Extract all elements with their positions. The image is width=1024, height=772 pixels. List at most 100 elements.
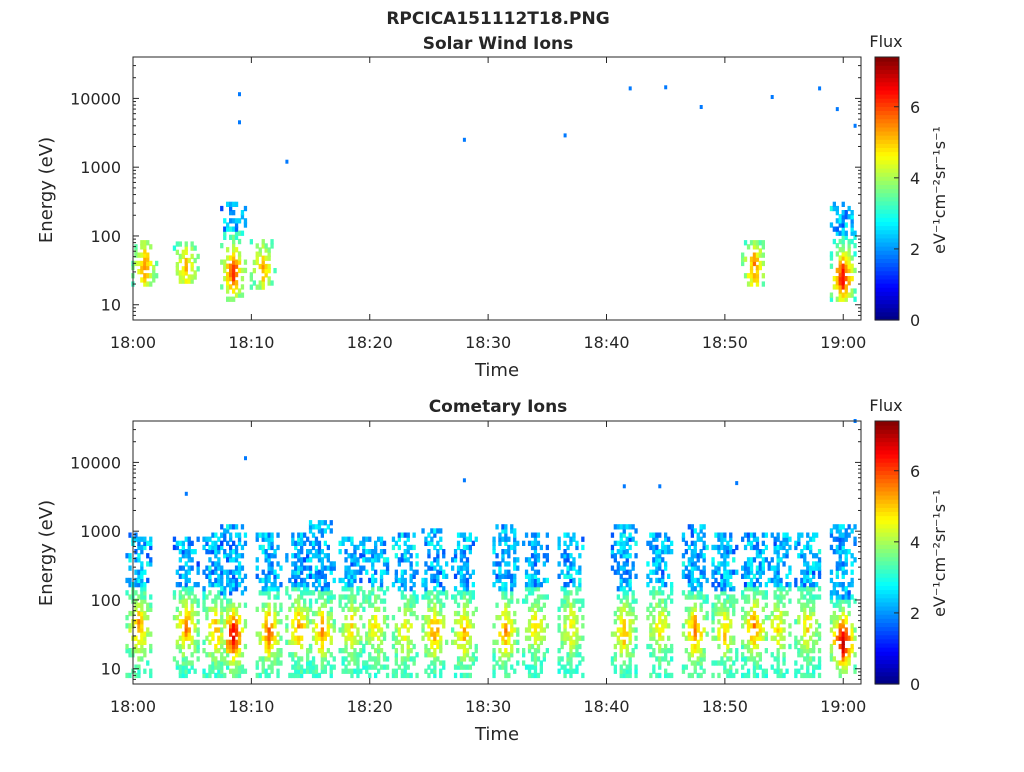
heatmap-cell bbox=[406, 544, 410, 551]
heatmap-cell bbox=[344, 668, 348, 674]
heatmap-cell bbox=[616, 606, 620, 612]
heatmap-cell bbox=[699, 536, 703, 542]
heatmap-cell bbox=[770, 557, 774, 563]
heatmap-cell bbox=[344, 615, 348, 621]
heatmap-cell bbox=[196, 610, 200, 617]
data-point bbox=[699, 105, 703, 109]
heatmap-cell bbox=[465, 652, 470, 658]
heatmap-cell bbox=[237, 664, 242, 670]
heatmap-cell bbox=[693, 664, 697, 670]
heatmap-cell bbox=[311, 582, 316, 588]
heatmap-cell bbox=[729, 569, 733, 575]
heatmap-cell bbox=[329, 598, 333, 604]
heatmap-cell bbox=[563, 623, 567, 629]
heatmap-cell bbox=[442, 619, 446, 625]
heatmap-cell bbox=[341, 540, 345, 546]
heatmap-cell bbox=[622, 528, 626, 534]
heatmap-cell bbox=[211, 569, 215, 575]
heatmap-cell bbox=[504, 652, 508, 658]
heatmap-cell bbox=[687, 594, 691, 600]
heatmap-cell bbox=[853, 267, 857, 274]
heatmap-cell bbox=[755, 240, 760, 246]
heatmap-cell bbox=[536, 635, 541, 641]
heatmap-cell bbox=[397, 557, 401, 563]
colorbar-band bbox=[875, 311, 899, 317]
heatmap-cell bbox=[504, 594, 508, 600]
heatmap-cell bbox=[187, 660, 191, 666]
heatmap-cell bbox=[841, 643, 845, 650]
heatmap-cell bbox=[853, 230, 857, 236]
heatmap-cell bbox=[841, 243, 845, 249]
heatmap-cell bbox=[752, 586, 757, 592]
heatmap-cell bbox=[699, 549, 703, 555]
heatmap-cell bbox=[303, 557, 307, 563]
heatmap-cell bbox=[569, 610, 573, 617]
heatmap-cell bbox=[178, 540, 182, 546]
heatmap-cell bbox=[347, 660, 351, 666]
heatmap-cell bbox=[382, 615, 387, 621]
heatmap-cell bbox=[782, 627, 786, 633]
heatmap-cell bbox=[468, 573, 472, 579]
heatmap-cell bbox=[616, 524, 620, 530]
heatmap-cell bbox=[681, 532, 686, 538]
heatmap-cell bbox=[616, 615, 620, 621]
heatmap-cell bbox=[610, 631, 615, 637]
heatmap-cell bbox=[735, 569, 739, 575]
heatmap-cell bbox=[655, 656, 659, 662]
heatmap-cell bbox=[628, 536, 632, 542]
heatmap-cell bbox=[622, 524, 626, 530]
heatmap-cell bbox=[240, 553, 245, 559]
heatmap-cell bbox=[746, 643, 751, 650]
heatmap-cell bbox=[761, 635, 765, 641]
heatmap-cell bbox=[788, 569, 792, 575]
heatmap-cell bbox=[273, 635, 277, 641]
heatmap-cell bbox=[749, 635, 754, 641]
heatmap-cell bbox=[572, 615, 576, 621]
heatmap-cell bbox=[226, 288, 230, 294]
heatmap-cell bbox=[190, 540, 194, 546]
heatmap-cell bbox=[406, 652, 410, 658]
heatmap-cell bbox=[149, 594, 153, 600]
heatmap-cell bbox=[749, 577, 754, 584]
heatmap-cell bbox=[812, 594, 816, 600]
heatmap-cell bbox=[625, 664, 629, 670]
heatmap-cell bbox=[341, 594, 345, 600]
heatmap-cell bbox=[838, 540, 842, 546]
heatmap-cell bbox=[815, 532, 819, 538]
heatmap-cell bbox=[696, 627, 700, 633]
heatmap-cell bbox=[190, 245, 194, 251]
heatmap-cell bbox=[137, 627, 141, 633]
colorbar-band bbox=[875, 196, 899, 202]
heatmap-cell bbox=[625, 561, 629, 567]
heatmap-cell bbox=[492, 668, 496, 674]
heatmap-cell bbox=[530, 532, 535, 538]
heatmap-cell bbox=[513, 639, 517, 645]
heatmap-cell bbox=[465, 602, 470, 608]
heatmap-cell bbox=[421, 577, 425, 584]
heatmap-cell bbox=[226, 598, 230, 604]
heatmap-cell bbox=[838, 668, 842, 674]
heatmap-cell bbox=[690, 652, 694, 658]
heatmap-cell bbox=[649, 627, 653, 633]
heatmap-cell bbox=[806, 664, 810, 670]
heatmap-cell bbox=[566, 565, 570, 571]
heatmap-cell bbox=[208, 536, 212, 542]
heatmap-cell bbox=[835, 635, 839, 641]
heatmap-cell bbox=[758, 664, 762, 670]
heatmap-cell bbox=[539, 606, 543, 612]
heatmap-cell bbox=[841, 271, 845, 278]
heatmap-cell bbox=[433, 606, 437, 612]
heatmap-cell bbox=[237, 619, 242, 625]
heatmap-cell bbox=[723, 557, 727, 563]
heatmap-cell bbox=[533, 561, 538, 567]
heatmap-cell bbox=[291, 619, 295, 625]
heatmap-cell bbox=[516, 540, 520, 546]
heatmap-cell bbox=[492, 639, 496, 645]
heatmap-cell bbox=[208, 606, 212, 612]
heatmap-cell bbox=[226, 615, 230, 621]
heatmap-cell bbox=[273, 577, 277, 584]
heatmap-cell bbox=[288, 652, 292, 658]
heatmap-cell bbox=[658, 532, 662, 538]
heatmap-cell bbox=[844, 532, 848, 538]
heatmap-cell bbox=[536, 631, 541, 637]
